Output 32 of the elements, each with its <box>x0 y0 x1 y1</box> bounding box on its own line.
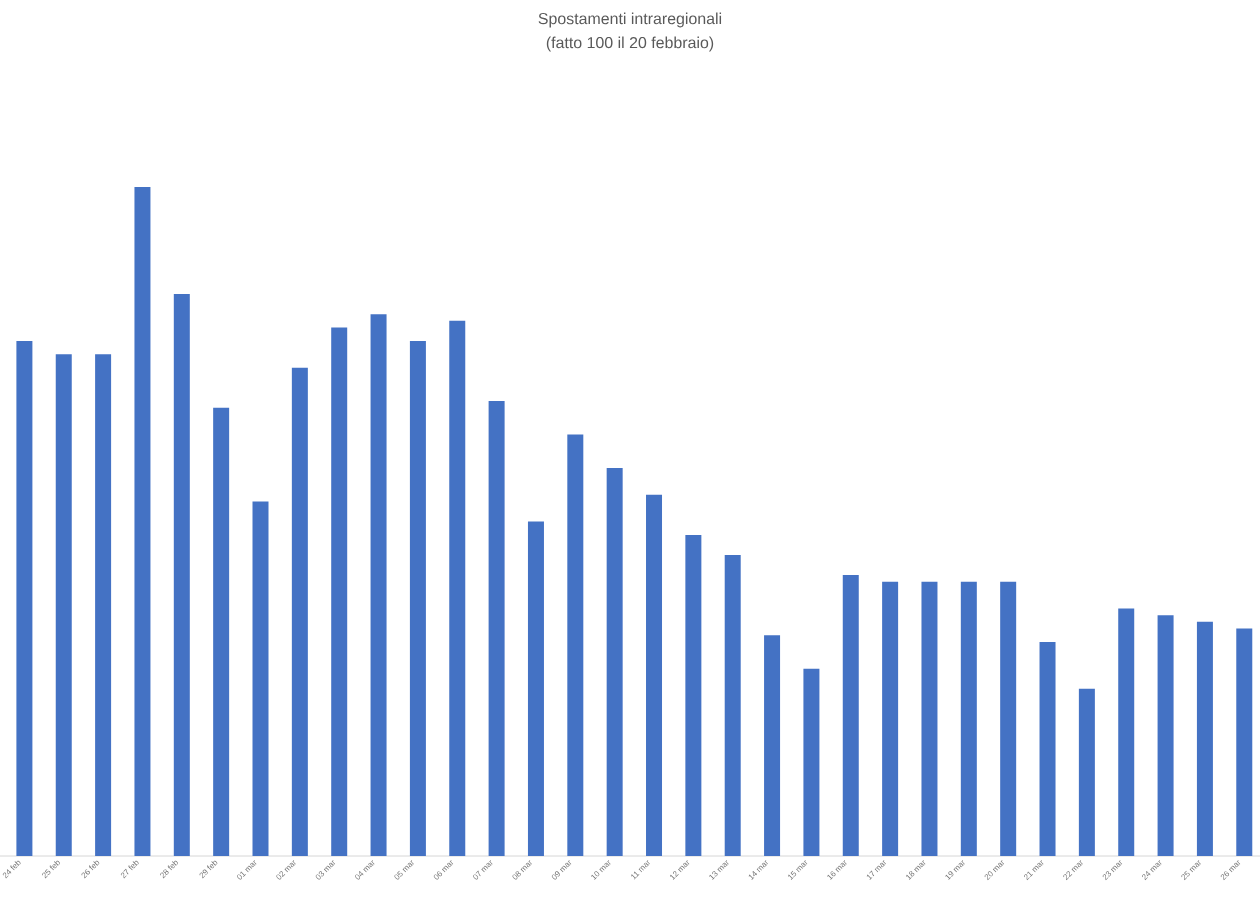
bar <box>370 314 387 856</box>
bar <box>16 340 33 856</box>
bar <box>55 354 72 856</box>
bar <box>764 635 781 856</box>
bar <box>1078 688 1095 856</box>
bar <box>95 354 112 856</box>
bar <box>882 581 899 856</box>
bar <box>488 401 505 856</box>
bar <box>842 575 859 856</box>
bar <box>449 320 466 856</box>
bar <box>606 468 623 856</box>
bar <box>213 407 230 856</box>
bar <box>331 327 348 856</box>
bar <box>1196 621 1213 856</box>
bar <box>252 501 269 856</box>
bar <box>1118 608 1135 856</box>
bar <box>803 668 820 856</box>
bar <box>409 340 426 856</box>
bar <box>646 494 663 856</box>
bar <box>1000 581 1017 856</box>
bar <box>1236 628 1253 856</box>
bar <box>1039 641 1056 856</box>
bar <box>960 581 977 856</box>
bar <box>134 187 151 856</box>
bar <box>724 554 741 856</box>
bar <box>567 434 584 856</box>
bar <box>685 534 702 856</box>
bar <box>1157 615 1174 856</box>
bar <box>173 294 190 856</box>
bar <box>291 367 308 856</box>
bar <box>921 581 938 856</box>
bar <box>527 521 544 856</box>
